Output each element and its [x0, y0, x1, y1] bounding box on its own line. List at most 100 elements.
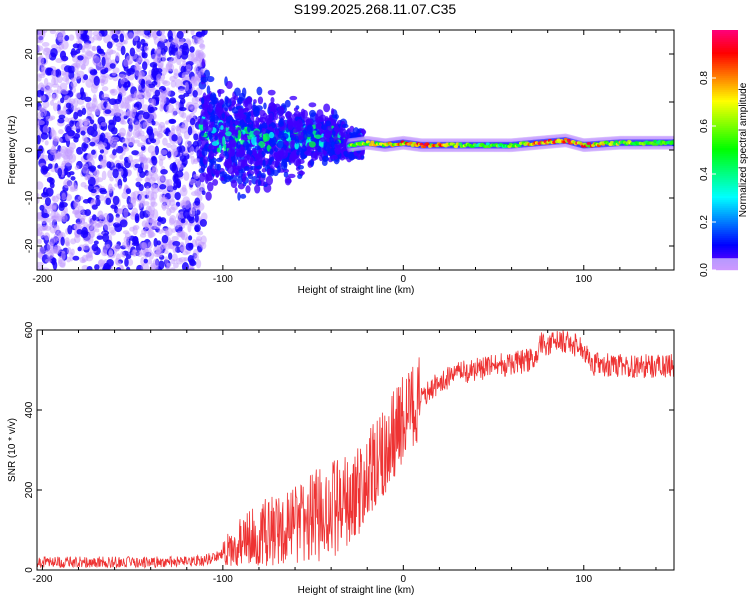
x-tick-label: -100 [213, 274, 233, 285]
y-tick-label: 200 [24, 481, 35, 498]
spectral-blob [254, 184, 261, 194]
colorbar-swatch [712, 236, 738, 239]
spectral-blob [141, 220, 148, 228]
spectral-blob [196, 38, 205, 45]
spectral-blob [58, 129, 64, 135]
spectral-blob [115, 116, 121, 123]
spectral-blob [100, 79, 105, 87]
spectral-blob [284, 99, 291, 108]
spectral-blob [44, 197, 51, 207]
spectral-blob [160, 169, 168, 175]
spectral-blob [349, 153, 353, 159]
spectral-blob [276, 156, 282, 163]
spectral-blob [122, 137, 131, 145]
spectral-blob [103, 220, 111, 231]
spectral-blob [189, 178, 197, 186]
spectral-blob [139, 171, 146, 178]
spectral-blob [124, 257, 129, 267]
spectral-blob [270, 156, 275, 162]
spectral-blob [53, 153, 58, 161]
spectral-blob [60, 214, 68, 223]
spectral-blob [210, 112, 216, 122]
spectral-blob [76, 70, 85, 78]
spectral-blob [326, 125, 332, 133]
spectral-blob [172, 245, 177, 254]
spectral-blob [189, 146, 195, 156]
spectral-blob [57, 75, 63, 84]
spectral-blob [131, 241, 140, 247]
spectral-blob [96, 235, 104, 240]
spectral-blob [72, 106, 77, 111]
spectral-blob [111, 33, 119, 41]
spectral-blob [135, 177, 143, 182]
spectral-blob [284, 111, 293, 119]
spectral-blob [216, 163, 222, 171]
spectral-blob [41, 225, 48, 231]
spectral-blob [278, 121, 285, 127]
colorbar-swatch [712, 166, 738, 169]
spectral-blob [181, 71, 189, 79]
spectral-blob [182, 150, 189, 156]
spectral-blob [51, 83, 60, 88]
colorbar-swatch [712, 82, 738, 85]
spectral-blob [41, 212, 50, 219]
spectral-blob [168, 99, 177, 104]
spectral-blob [222, 135, 226, 146]
colorbar-swatch [712, 164, 738, 167]
spectral-blob [61, 192, 66, 201]
spectral-blob [148, 106, 155, 114]
colorbar-swatch [712, 228, 738, 231]
spectral-blob [293, 107, 298, 112]
spectral-blob [77, 246, 82, 252]
spectral-blob [153, 48, 161, 55]
spectral-blob [239, 146, 246, 155]
spectral-blob [250, 123, 254, 132]
spectral-blob [49, 243, 54, 250]
spectral-blob [134, 63, 140, 71]
spectral-blob [159, 149, 168, 155]
colorbar-swatch [712, 80, 738, 83]
colorbar-swatch [712, 246, 738, 249]
spectral-blob [138, 114, 144, 122]
spectral-blob [195, 31, 203, 38]
spectral-blob [53, 89, 59, 94]
spectral-blob [315, 123, 320, 130]
spectral-blob [82, 199, 90, 204]
spectral-blob [110, 229, 117, 236]
spectral-blob [125, 254, 132, 260]
spectral-blob [333, 127, 339, 132]
spectral-blob [204, 174, 209, 184]
spectral-blob [126, 203, 134, 209]
spectral-blob [141, 191, 148, 196]
spectral-blob [50, 48, 58, 58]
spectral-blob [37, 134, 41, 145]
spectral-blob [102, 212, 110, 223]
colorbar-swatch [712, 266, 738, 269]
spectral-blob [220, 149, 224, 154]
colorbar-tick-label: 0.8 [699, 71, 710, 85]
spectral-blob [263, 133, 270, 142]
colorbar-swatch [712, 36, 738, 39]
spectral-blob [55, 58, 63, 64]
spectral-blob [161, 53, 167, 63]
spectral-blob [323, 103, 331, 113]
spectral-blob [39, 94, 46, 102]
colorbar-swatch [712, 254, 738, 257]
spectral-blob [302, 145, 307, 152]
spectral-blob [178, 88, 186, 94]
spectral-blob [194, 197, 201, 206]
colorbar-swatch [712, 48, 738, 51]
spectral-blob [82, 123, 88, 131]
spectral-blob [277, 165, 281, 174]
spectral-blob [93, 169, 100, 178]
spectral-blob [297, 173, 303, 180]
spectral-blob [95, 228, 100, 233]
spectral-blob [112, 168, 119, 179]
spectral-blob [51, 195, 56, 201]
spectral-blob [315, 117, 324, 123]
spectral-blob [137, 142, 145, 148]
spectral-blob [180, 218, 186, 224]
colorbar-swatch [712, 132, 738, 135]
spectral-blob [152, 30, 158, 41]
spectral-blob [62, 75, 70, 82]
